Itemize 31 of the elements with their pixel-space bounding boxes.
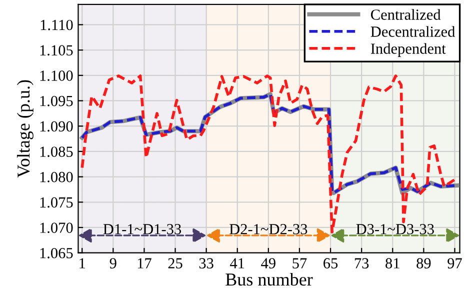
x-tick-label: 25 bbox=[168, 258, 182, 268]
y-tick-label: 1.085 bbox=[40, 146, 73, 157]
y-tick-label: 1.095 bbox=[40, 96, 73, 106]
y-tick-label: 1.105 bbox=[40, 45, 73, 56]
y-tick-label: 1.110 bbox=[40, 20, 73, 30]
x-tick-label: 9 bbox=[110, 258, 116, 268]
x-tick-label: 97 bbox=[448, 258, 462, 268]
band-label: D2-1~D2-33 bbox=[230, 224, 308, 234]
legend-label: Independent bbox=[370, 43, 446, 57]
band-label: D1-1~D1-33 bbox=[103, 224, 182, 234]
x-tick-label: 41 bbox=[230, 258, 244, 268]
x-tick-label: 89 bbox=[416, 258, 431, 268]
y-tick-label: 1.070 bbox=[40, 222, 73, 234]
y-tick-label: 1.080 bbox=[40, 172, 73, 182]
y-tick-label: 1.075 bbox=[40, 197, 73, 208]
band-label: D3-1~D3-33 bbox=[356, 224, 434, 234]
y-tick-label: 1.100 bbox=[40, 70, 73, 81]
x-tick-label: 73 bbox=[354, 258, 369, 268]
legend-label: Decentralized bbox=[370, 26, 456, 37]
x-axis-title: Bus number bbox=[226, 272, 313, 286]
x-tick-label: 33 bbox=[199, 258, 214, 268]
y-tick-label: 1.065 bbox=[40, 248, 73, 258]
x-tick-label: 17 bbox=[138, 258, 152, 268]
x-tick-label: 49 bbox=[261, 258, 276, 268]
legend-label: Centralized bbox=[371, 9, 441, 20]
y-tick-label: 1.090 bbox=[40, 121, 73, 132]
y-axis-title: Voltage (p.u.) bbox=[16, 80, 34, 178]
x-tick-label: 81 bbox=[386, 258, 400, 268]
x-tick-label: 65 bbox=[324, 258, 338, 268]
x-tick-label: 57 bbox=[292, 258, 307, 268]
x-tick-label: 1 bbox=[80, 258, 85, 268]
